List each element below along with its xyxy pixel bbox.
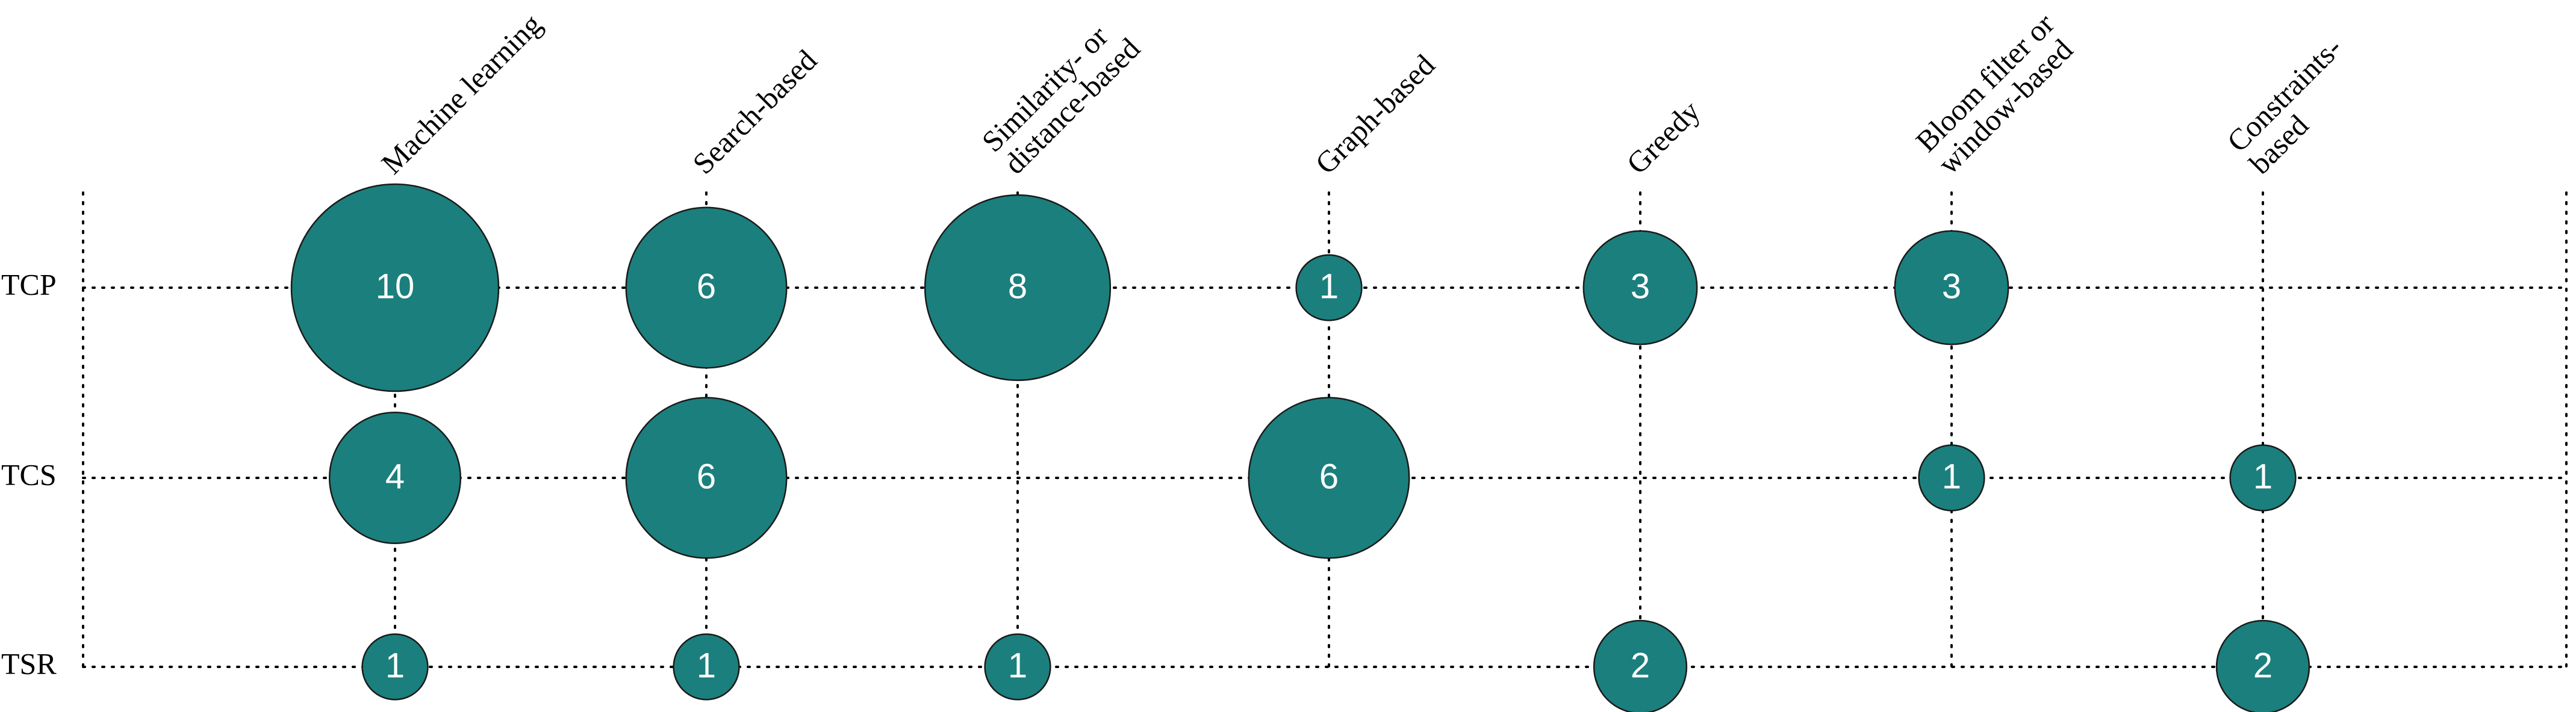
bubbles: 10 6 8 1 3 3 4 6 6 1 1 1 1 1 2 2	[290, 183, 2310, 712]
bubble-value-label: 1	[1319, 267, 1339, 306]
row-label-tsr: TSR	[1, 646, 57, 680]
row-label-tcs: TCS	[1, 457, 57, 491]
bubble-value-label: 6	[1319, 457, 1339, 496]
column-label-line: Machine learning	[375, 7, 548, 181]
bubble-value-label: 1	[697, 646, 716, 685]
bubble-value-label: 6	[697, 457, 716, 496]
bubble-value-label: 1	[1942, 457, 1961, 496]
bubble-value-label: 10	[376, 267, 415, 306]
bubble-value-label: 4	[385, 457, 405, 496]
bubble-value-label: 1	[385, 646, 405, 685]
bubble	[361, 633, 429, 701]
bubble	[924, 194, 1112, 382]
bubble-value-label: 3	[1631, 267, 1650, 306]
bubble-value-label: 8	[1008, 267, 1027, 306]
bubble	[1894, 230, 2009, 345]
bubble-value-label: 1	[1008, 646, 1027, 685]
bubble	[2215, 619, 2310, 712]
column-label-line: Greedy	[1620, 94, 1706, 181]
bubble	[1295, 254, 1363, 321]
column-label: Search-based	[686, 43, 823, 181]
column-label: Greedy	[1620, 94, 1706, 181]
bubble-value-label: 2	[2253, 646, 2273, 685]
bubble	[625, 206, 788, 369]
column-label-line: Graph-based	[1308, 48, 1441, 181]
bubble	[2229, 444, 2297, 512]
bubble-value-label: 2	[1631, 646, 1650, 685]
bubble	[1593, 619, 1688, 712]
bubble-value-label: 6	[697, 267, 716, 306]
bubble	[984, 633, 1051, 701]
bubble-value-label: 3	[1942, 267, 1961, 306]
bubble	[328, 411, 462, 545]
column-label: Graph-based	[1308, 48, 1441, 181]
bubble	[290, 183, 500, 392]
bubble	[673, 633, 740, 701]
column-label-line: Search-based	[686, 43, 823, 181]
row-label-tcp: TCP	[1, 267, 57, 301]
bubble	[1918, 444, 1985, 512]
bubble	[1248, 397, 1410, 559]
column-label: Machine learning	[375, 7, 548, 181]
bubble	[1582, 230, 1698, 345]
column-label: Constraints-based	[2220, 31, 2348, 181]
bubble	[625, 397, 788, 559]
bubble-value-label: 1	[2253, 457, 2273, 496]
